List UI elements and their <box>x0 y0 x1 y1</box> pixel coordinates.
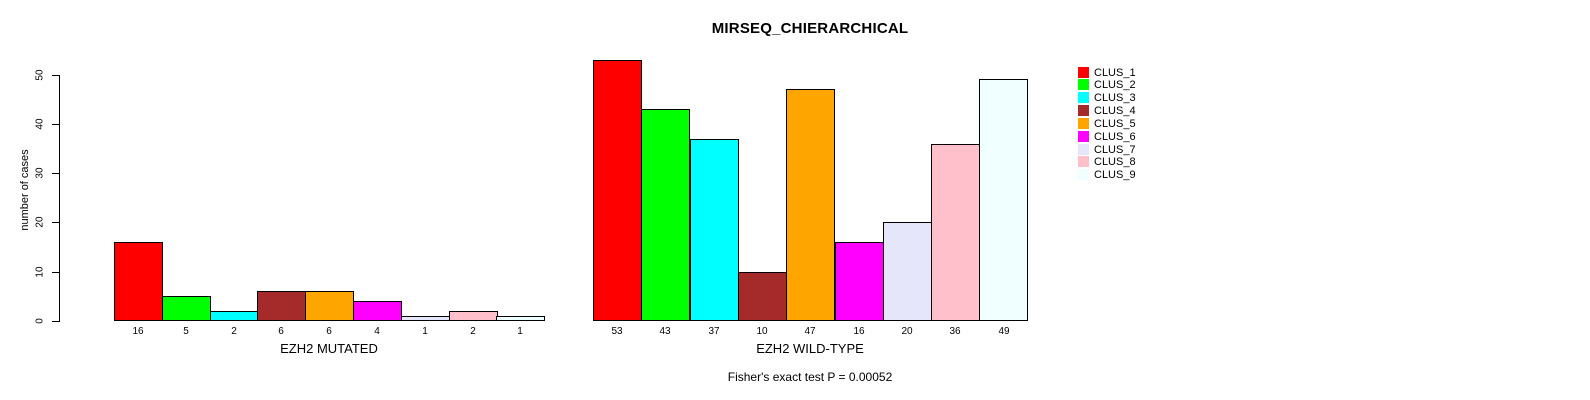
bar <box>690 139 739 321</box>
bar-value-label: 53 <box>611 326 623 337</box>
legend-label: CLUS_9 <box>1094 168 1136 181</box>
bar-value-label: 2 <box>231 326 237 337</box>
bar-value-label: 16 <box>132 326 144 337</box>
bar <box>835 242 884 321</box>
y-tick <box>52 222 59 223</box>
bar <box>449 311 498 321</box>
bar-value-label: 6 <box>278 326 284 337</box>
bar <box>641 109 690 321</box>
legend-label: CLUS_4 <box>1094 104 1136 117</box>
bar-value-label: 20 <box>901 326 913 337</box>
bar <box>305 291 354 321</box>
legend-item: CLUS_7 <box>1078 143 1136 156</box>
bar-value-label: 47 <box>804 326 816 337</box>
bar <box>210 311 259 321</box>
bar-value-label: 10 <box>756 326 768 337</box>
legend-color-swatch <box>1078 118 1089 129</box>
legend-color-swatch <box>1078 67 1089 78</box>
legend-item: CLUS_1 <box>1078 66 1136 79</box>
bar-value-label: 2 <box>470 326 476 337</box>
bar <box>979 79 1028 321</box>
y-tick-label: 10 <box>34 266 46 278</box>
legend-color-swatch <box>1078 131 1089 142</box>
bar <box>162 296 211 321</box>
legend-item: CLUS_2 <box>1078 78 1136 91</box>
bar <box>114 242 163 321</box>
legend-item: CLUS_5 <box>1078 117 1136 130</box>
y-tick-label: 20 <box>34 216 46 228</box>
legend-color-swatch <box>1078 156 1089 167</box>
y-tick-label: 30 <box>34 167 46 179</box>
bar <box>786 89 835 321</box>
bar <box>883 222 932 321</box>
legend-item: CLUS_6 <box>1078 130 1136 143</box>
bar-value-label: 37 <box>708 326 720 337</box>
bar-value-label: 43 <box>659 326 671 337</box>
bar <box>738 272 787 321</box>
bar-value-label: 36 <box>949 326 961 337</box>
legend-item: CLUS_8 <box>1078 155 1136 168</box>
legend-label: CLUS_6 <box>1094 130 1136 143</box>
y-tick <box>52 272 59 273</box>
bar-value-label: 5 <box>183 326 189 337</box>
y-axis-label: number of cases <box>19 149 31 231</box>
legend-label: CLUS_5 <box>1094 117 1136 130</box>
y-axis-line <box>59 75 60 322</box>
legend-item: CLUS_9 <box>1078 168 1136 181</box>
legend-label: CLUS_3 <box>1094 91 1136 104</box>
legend-color-swatch <box>1078 79 1089 90</box>
bar <box>257 291 306 321</box>
bar-value-label: 4 <box>374 326 380 337</box>
legend-color-swatch <box>1078 92 1089 103</box>
bar-value-label: 1 <box>422 326 428 337</box>
bar-value-label: 6 <box>326 326 332 337</box>
legend-color-swatch <box>1078 169 1089 180</box>
legend-color-swatch <box>1078 144 1089 155</box>
legend-label: CLUS_1 <box>1094 66 1136 79</box>
bar <box>593 60 642 321</box>
y-tick <box>52 75 59 76</box>
y-tick <box>52 124 59 125</box>
y-tick <box>52 321 59 322</box>
x-axis-group-label: EZH2 MUTATED <box>280 341 378 356</box>
chart-title: MIRSEQ_CHIERARCHICAL <box>711 20 909 37</box>
legend-item: CLUS_4 <box>1078 104 1136 117</box>
y-tick-label: 50 <box>34 69 46 81</box>
x-axis-group-label: EZH2 WILD-TYPE <box>756 341 864 356</box>
bar-value-label: 49 <box>998 326 1010 337</box>
legend-label: CLUS_2 <box>1094 78 1136 91</box>
bar-value-label: 16 <box>853 326 865 337</box>
y-tick-label: 40 <box>34 118 46 130</box>
bar <box>496 316 545 321</box>
y-tick <box>52 173 59 174</box>
legend-label: CLUS_8 <box>1094 155 1136 168</box>
bar <box>401 316 450 321</box>
bar <box>931 144 980 321</box>
legend-label: CLUS_7 <box>1094 143 1136 156</box>
y-tick-label: 0 <box>34 318 46 324</box>
legend-color-swatch <box>1078 105 1089 116</box>
bar <box>353 301 402 321</box>
legend-item: CLUS_3 <box>1078 91 1136 104</box>
bar-value-label: 1 <box>517 326 523 337</box>
annotation-text: Fisher's exact test P = 0.00052 <box>727 370 893 384</box>
